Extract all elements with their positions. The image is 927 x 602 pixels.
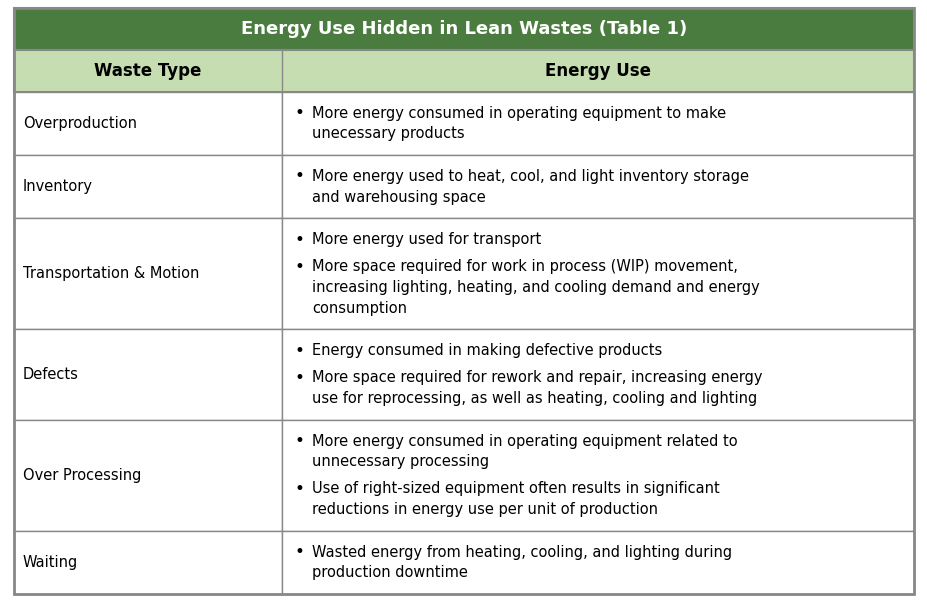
- Text: Defects: Defects: [23, 367, 79, 382]
- Text: Waiting: Waiting: [23, 555, 78, 570]
- Text: Energy Use Hidden in Lean Wastes (Table 1): Energy Use Hidden in Lean Wastes (Table …: [241, 20, 686, 38]
- Text: •: •: [294, 258, 304, 276]
- Text: Use of right-sized equipment often results in significant: Use of right-sized equipment often resul…: [311, 482, 719, 497]
- Text: unecessary products: unecessary products: [311, 126, 464, 141]
- Text: •: •: [294, 432, 304, 450]
- Text: unnecessary processing: unnecessary processing: [311, 454, 489, 469]
- Bar: [282, 155, 913, 219]
- Text: production downtime: production downtime: [311, 565, 467, 580]
- Text: •: •: [294, 167, 304, 185]
- Text: •: •: [294, 480, 304, 498]
- Text: •: •: [294, 369, 304, 387]
- Text: Energy Use: Energy Use: [544, 62, 651, 80]
- Text: Inventory: Inventory: [23, 179, 93, 194]
- Text: More energy used for transport: More energy used for transport: [311, 232, 540, 247]
- Text: •: •: [294, 543, 304, 561]
- Text: More energy consumed in operating equipment to make: More energy consumed in operating equipm…: [311, 106, 726, 121]
- Text: More space required for work in process (WIP) movement,: More space required for work in process …: [311, 259, 737, 275]
- Bar: [14, 155, 282, 219]
- Text: Energy consumed in making defective products: Energy consumed in making defective prod…: [311, 343, 662, 358]
- Bar: [14, 531, 282, 594]
- Text: •: •: [294, 341, 304, 359]
- Bar: [14, 420, 282, 531]
- Text: use for reprocessing, as well as heating, cooling and lighting: use for reprocessing, as well as heating…: [311, 391, 756, 406]
- Text: Transportation & Motion: Transportation & Motion: [23, 266, 199, 281]
- Text: Wasted energy from heating, cooling, and lighting during: Wasted energy from heating, cooling, and…: [311, 545, 731, 560]
- Text: •: •: [294, 104, 304, 122]
- Text: More energy used to heat, cool, and light inventory storage: More energy used to heat, cool, and ligh…: [311, 169, 748, 184]
- Text: consumption: consumption: [311, 300, 407, 315]
- Bar: [14, 219, 282, 329]
- Bar: [282, 420, 913, 531]
- Text: More energy consumed in operating equipment related to: More energy consumed in operating equipm…: [311, 433, 737, 448]
- Bar: [282, 531, 913, 594]
- Text: increasing lighting, heating, and cooling demand and energy: increasing lighting, heating, and coolin…: [311, 280, 759, 295]
- Bar: [14, 50, 913, 92]
- Text: Waste Type: Waste Type: [95, 62, 201, 80]
- Bar: [282, 92, 913, 155]
- Bar: [14, 8, 913, 50]
- Text: Over Processing: Over Processing: [23, 468, 141, 483]
- Text: •: •: [294, 231, 304, 249]
- Text: and warehousing space: and warehousing space: [311, 190, 486, 205]
- Text: More space required for rework and repair, increasing energy: More space required for rework and repai…: [311, 370, 762, 385]
- Bar: [282, 329, 913, 420]
- Bar: [282, 219, 913, 329]
- Bar: [14, 329, 282, 420]
- Text: reductions in energy use per unit of production: reductions in energy use per unit of pro…: [311, 502, 657, 517]
- Bar: [14, 92, 282, 155]
- Text: Overproduction: Overproduction: [23, 116, 137, 131]
